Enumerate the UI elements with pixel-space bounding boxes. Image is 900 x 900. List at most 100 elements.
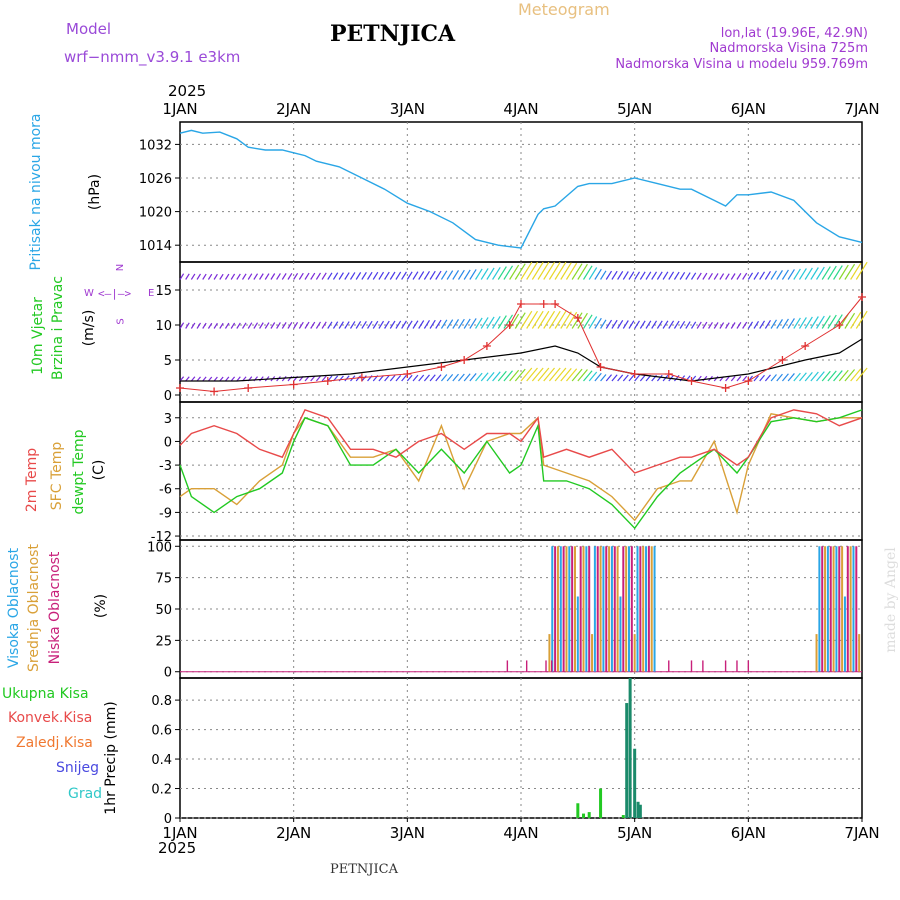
wind-barb [810,316,819,329]
compass-e: E [148,288,155,299]
wind-barb [458,373,465,382]
wind-barb [691,375,697,382]
wind-barb [713,273,719,280]
wind-barb [554,310,567,329]
wind-speed-line [179,296,863,393]
wind-barb [236,273,241,280]
wind-barb [685,321,691,329]
wind-barb [463,373,471,382]
wind-barb [446,270,454,280]
wind-barb [776,270,783,280]
wind-barb [372,271,379,280]
wind-barb [384,375,390,382]
wind-barb [253,273,259,280]
t2m-line [179,409,863,474]
x-tick-label-bottom: 1JAN [162,824,197,842]
wind-barb [753,320,760,329]
wind-barb [730,376,736,382]
wind-barb [736,321,742,329]
wind-barb [656,271,663,280]
wind-barb [583,370,593,382]
wind-barb [372,320,379,329]
wind-barb [230,376,236,382]
x-tick-label-top: 1JAN [162,100,197,118]
wind-barb [617,271,624,280]
x-tick-label-top: 7JAN [844,100,879,118]
wind-barb [668,320,675,329]
x-tick-label-bottom: 3JAN [390,824,425,842]
wind-barb [702,272,708,280]
cloud-panel: 0 25 50 75 100 [147,539,863,681]
wind-barb [179,322,185,329]
wind-barb [446,373,454,382]
wind-barb [440,319,448,329]
wind-barb [520,261,533,280]
wind-barb [435,319,442,329]
x-tick-label-top: 2JAN [276,100,311,118]
wind-barb [332,321,339,329]
wind-barb [418,271,425,280]
wind-barb [622,374,629,382]
wind-barb [583,314,593,329]
wind-barb [736,272,742,280]
wind-barb [696,321,702,329]
cloud-tick-label: 0 [164,666,172,681]
wind-barb [435,374,442,382]
wind-barb [486,316,495,329]
dewpt-line [179,409,863,530]
wind-barb [543,261,556,280]
page-title: PETNJICA [330,21,456,47]
legend-convective: Konvek.Kisa [8,710,93,726]
wind-barb [509,369,520,382]
wind-barb [321,272,327,280]
wind-barb [264,322,270,329]
wind-barb [560,368,572,382]
wind-barb [651,271,658,280]
wind-barb [361,271,367,280]
wind-barb [185,273,190,280]
wind-barb [838,264,849,280]
wind-barb [412,271,419,280]
wind-barb [225,376,230,382]
wind-barb [634,320,640,329]
wind-barb [327,321,333,329]
wind-barb [224,322,230,329]
precip-tick-label: 0.2 [151,783,172,798]
wind-barb [673,375,680,382]
wind-barb [207,273,213,280]
wind-barb [566,368,578,382]
wind-barb [690,272,697,280]
wind-barb [236,322,241,329]
pressure-frame [179,121,863,263]
wind-barb [804,267,813,280]
wind-tick-label: 15 [155,284,172,299]
wind-barb [639,271,646,280]
wind-barb [531,367,544,382]
precip-frame [179,677,863,819]
wind-barb [185,376,190,382]
wind-barb [787,269,795,280]
elevation-text: Nadmorska Visina 725m [709,41,869,56]
wind-barb [401,271,407,280]
wind-barb [475,372,483,382]
precip-bar [633,748,637,818]
wind-barb [469,269,477,280]
wind-barb [475,268,483,280]
wind-barb [702,321,708,329]
pressure-tick-label: 1032 [139,138,172,153]
wind-barb [276,322,281,329]
wind-barb [605,319,613,329]
compass-w: W [84,288,94,299]
wind-barb [253,322,259,329]
wind-barb [349,272,356,280]
wind-barb [838,369,849,382]
wind-barb [855,367,868,382]
wind-barb [344,375,350,382]
wind-barb [742,321,748,329]
precip-tick-label: 0 [164,812,172,827]
wind-barb [781,318,789,329]
wind-barb [247,322,253,329]
wind-barb [304,272,310,280]
wind-barb [605,374,613,382]
